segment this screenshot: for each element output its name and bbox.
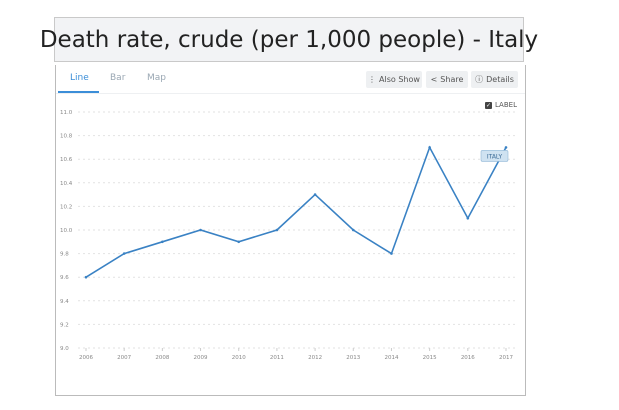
x-tick-label: 2015 — [423, 355, 437, 361]
x-tick-label: 2007 — [117, 355, 131, 361]
data-point — [504, 146, 508, 149]
y-tick-label: 10.0 — [60, 228, 73, 234]
data-point — [122, 252, 126, 255]
tab-bar[interactable]: Bar — [110, 73, 126, 83]
y-tick-label: 11.0 — [60, 110, 73, 116]
data-point — [428, 146, 431, 149]
details-label: Details — [486, 75, 514, 84]
y-tick-label: 9.6 — [60, 275, 69, 281]
y-tick-label: 10.8 — [60, 134, 73, 140]
x-tick-label: 2008 — [155, 355, 169, 361]
y-tick-label: 9.2 — [60, 322, 69, 328]
x-tick-label: 2006 — [79, 355, 93, 361]
y-tick-label: 10.6 — [60, 157, 73, 163]
y-tick-label: 10.4 — [60, 181, 73, 187]
active-tab-indicator — [58, 91, 99, 93]
data-point — [161, 240, 164, 244]
data-point — [199, 228, 202, 232]
x-tick-label: 2013 — [346, 355, 360, 361]
x-tick-label: 2016 — [461, 355, 475, 361]
data-point — [466, 216, 470, 220]
x-tick-label: 2017 — [499, 355, 513, 361]
also-show-label: Also Show — [379, 75, 420, 84]
y-tick-label: 9.4 — [60, 299, 69, 305]
series-line-italy — [85, 145, 507, 278]
chart-tabs: Line Bar Map ⋮ Also Show < Share ⓘ Detai… — [56, 65, 525, 94]
share-button[interactable]: < Share — [426, 71, 468, 88]
tab-line[interactable]: Line — [70, 73, 89, 83]
y-tick-label: 9.8 — [60, 252, 69, 258]
share-label: Share — [440, 75, 464, 84]
series-label-box — [480, 150, 509, 162]
data-point — [351, 228, 355, 232]
tab-map[interactable]: Map — [147, 73, 166, 83]
data-point — [390, 252, 393, 255]
info-icon: ⓘ — [475, 75, 484, 84]
data-point — [275, 228, 279, 232]
series-label: ITALY — [487, 153, 503, 160]
x-tick-label: 2010 — [232, 355, 246, 361]
y-tick-label: 9.0 — [60, 346, 69, 352]
checkbox-checked-icon[interactable]: ✓ — [485, 101, 492, 109]
x-tick-label: 2012 — [308, 355, 322, 361]
label-toggle-text: LABEL — [495, 101, 517, 109]
data-point — [237, 240, 241, 244]
title-box: Death rate, crude (per 1,000 people) - I… — [40, 17, 538, 62]
details-button[interactable]: ⓘ Details — [471, 71, 518, 88]
x-tick-label: 2011 — [270, 355, 284, 361]
y-tick-label: 10.2 — [60, 204, 72, 210]
also-show-button[interactable]: ⋮ Also Show — [366, 71, 422, 88]
page-title: Death rate, crude (per 1,000 people) - I… — [39, 26, 539, 53]
data-point — [313, 193, 317, 196]
data-point — [84, 275, 88, 279]
share-icon: < — [430, 75, 438, 84]
more-vertical-icon: ⋮ — [368, 75, 377, 84]
label-toggle[interactable]: ✓ LABEL — [485, 101, 517, 109]
x-tick-label: 2014 — [384, 355, 398, 361]
x-tick-label: 2009 — [194, 355, 208, 361]
